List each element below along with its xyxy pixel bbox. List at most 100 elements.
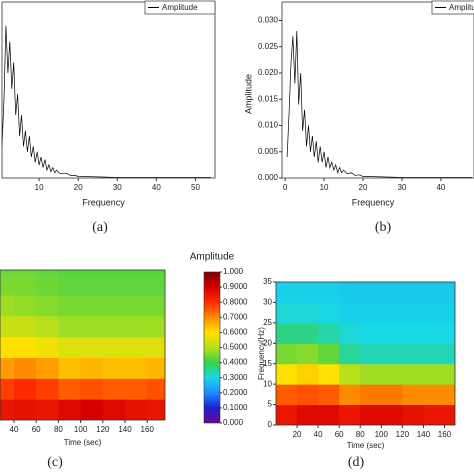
x-tick-label: 20	[293, 430, 302, 439]
heatmap-cell	[0, 399, 15, 420]
heatmap-cell	[125, 357, 148, 379]
heatmap-cell	[125, 399, 148, 420]
heatmap-cell	[80, 357, 104, 379]
heatmap-cell	[80, 270, 104, 275]
x-tick-label: 20	[359, 183, 368, 192]
heatmap-cell	[297, 404, 319, 425]
heatmap-cell	[276, 302, 298, 324]
colorbar-tick-label: 0.8000	[223, 297, 248, 306]
x-tick-label: 20	[74, 183, 83, 192]
heatmap-cell	[339, 343, 361, 365]
x-tick-label: 40	[436, 183, 445, 192]
x-tick-label: 140	[118, 425, 132, 434]
heatmap-cell	[125, 378, 148, 400]
heatmap-cells	[0, 270, 165, 420]
heatmap-cell	[381, 302, 403, 324]
heatmap-cell	[58, 295, 82, 317]
heatmap-cell	[318, 322, 340, 344]
heatmap-cell	[102, 295, 126, 317]
x-tick-label: 30	[397, 183, 406, 192]
x-tick-label: 40	[10, 425, 19, 434]
heatmap-cell	[318, 282, 340, 303]
heatmap-cell	[276, 404, 298, 425]
y-axis-label: Frequency(Hz)	[257, 327, 266, 380]
heatmap-cell	[80, 378, 104, 400]
heatmap-cell	[102, 315, 126, 338]
heatmap-cell	[147, 295, 165, 317]
heatmap-cell	[318, 363, 340, 385]
heatmap-cell	[339, 282, 361, 283]
heatmap-cell	[444, 404, 455, 425]
heatmap-cell	[444, 322, 455, 344]
heatmap-cell	[318, 282, 340, 283]
caption: (d)	[348, 455, 365, 470]
heatmap-cell	[444, 384, 455, 406]
y-tick-label: 15	[263, 359, 272, 368]
heatmap-cell	[360, 322, 382, 344]
heatmap-cells	[276, 282, 455, 425]
x-tick-label: 80	[54, 425, 63, 434]
heatmap-cell	[102, 399, 126, 420]
heatmap-cell	[276, 384, 298, 406]
heatmap-cell	[444, 282, 455, 303]
heatmap-cell	[0, 274, 15, 296]
x-tick-label: 0	[283, 183, 288, 192]
y-axis-label: Amplitude	[243, 74, 253, 114]
heatmap-cell	[276, 282, 298, 283]
heatmap-cell	[13, 336, 37, 358]
heatmap-cell	[58, 315, 82, 338]
heatmap-cell	[339, 384, 361, 406]
x-tick-label: 100	[74, 425, 88, 434]
heatmap-cell	[402, 343, 424, 365]
heatmap-cell	[13, 274, 37, 296]
heatmap-cell	[360, 363, 382, 385]
heatmap-cell	[360, 282, 382, 303]
heatmap-cell	[381, 343, 403, 365]
heatmap-cell	[402, 282, 424, 303]
heatmap-cell	[147, 270, 165, 275]
heatmap-cell	[36, 336, 59, 358]
heatmap-cell	[276, 343, 298, 365]
heatmap-cell	[297, 384, 319, 406]
legend-box	[144, 0, 216, 15]
caption: (c)	[47, 455, 63, 470]
heatmap-cell	[36, 378, 59, 400]
heatmap-cell	[13, 399, 37, 420]
x-tick-label: 140	[417, 430, 431, 439]
heatmap-cell	[276, 282, 298, 303]
heatmap-cell	[402, 302, 424, 324]
heatmap-cell	[0, 270, 15, 275]
heatmap-cell	[125, 295, 148, 317]
heatmap-cell	[13, 378, 37, 400]
x-tick-label: 80	[356, 430, 365, 439]
plot-frame	[275, 281, 456, 426]
x-tick-label: 10	[35, 183, 44, 192]
x-tick-label: 160	[438, 430, 452, 439]
y-tick-label: 0.025	[258, 42, 279, 51]
heatmap-cell	[0, 315, 15, 338]
y-tick-label: 35	[263, 277, 272, 286]
heatmap-cell	[36, 315, 59, 338]
heatmap-cell	[36, 295, 59, 317]
legend-label: Amplitude	[162, 3, 198, 12]
colorbar-tick-label: 0.5000	[223, 343, 248, 352]
heatmap-cell	[360, 384, 382, 406]
heatmap-cell	[102, 336, 126, 358]
heatmap-cell	[297, 282, 319, 303]
x-tick-label: 10	[320, 183, 329, 192]
heatmap-cell	[147, 357, 165, 379]
x-axis-label: Time (sec)	[347, 441, 385, 450]
heatmap-cell	[360, 302, 382, 324]
heatmap-cell	[402, 322, 424, 344]
x-tick-label: 40	[152, 183, 161, 192]
heatmap-cell	[0, 378, 15, 400]
heatmap-cell	[0, 295, 15, 317]
heatmap-cell	[381, 282, 403, 283]
heatmap-cell	[147, 274, 165, 296]
heatmap-cell	[147, 378, 165, 400]
colorbar-tick-label: 0.1000	[223, 403, 248, 412]
heatmap-cell	[339, 404, 361, 425]
y-tick-label: 0.010	[258, 121, 279, 130]
y-tick-label: 20	[263, 338, 272, 347]
heatmap-cell	[381, 282, 403, 303]
